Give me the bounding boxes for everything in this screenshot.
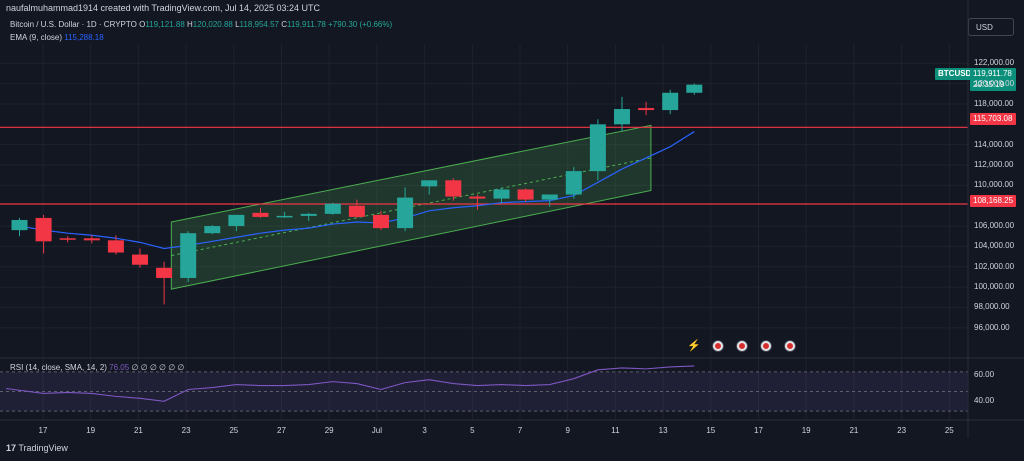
price-tick-label: 104,000.00	[974, 241, 1015, 251]
bar-countdown-tag: 20:35:19	[970, 79, 1016, 91]
time-tick-label: 11	[611, 426, 620, 435]
support-level-tag: 108,168.25	[970, 195, 1016, 207]
price-tick-label: 114,000.00	[974, 139, 1014, 149]
candle-body	[11, 219, 28, 231]
price-tick-label: 106,000.00	[974, 221, 1015, 231]
us-flag-event-icon[interactable]	[736, 340, 748, 352]
time-tick-label: 25	[944, 426, 954, 435]
candle-body	[397, 197, 414, 229]
rsi-level-60: 60.00	[974, 370, 995, 379]
candle-body	[228, 214, 245, 227]
price-tick-label: 96,000.00	[974, 322, 1010, 332]
symbol-price-tag: BTCUSD	[935, 68, 975, 80]
price-tick-label: 102,000.00	[974, 261, 1015, 271]
open-value: 119,121.88	[145, 20, 185, 29]
price-tick-label: 100,000.00	[974, 282, 1015, 292]
candle-body	[180, 233, 197, 278]
candle-body	[204, 226, 221, 234]
time-tick-label: 23	[181, 426, 191, 435]
symbol-title: Bitcoin / U.S. Dollar · 1D · CRYPTO	[10, 20, 137, 29]
resistance-level-tag: 115,703.08	[970, 113, 1016, 125]
tradingview-icon: 17	[6, 443, 17, 453]
price-tick-label: 122,000.00	[974, 58, 1015, 68]
time-tick-label: Jul	[371, 426, 383, 435]
author-line: naufalmuhammad1914 created with TradingV…	[6, 3, 321, 13]
candle-body	[276, 215, 293, 218]
candle-body	[59, 238, 76, 240]
time-tick-label: 19	[86, 426, 96, 435]
price-tick-label: 112,000.00	[974, 160, 1014, 170]
time-tick-label: 3	[422, 426, 427, 435]
time-tick-label: 17	[754, 426, 763, 435]
lightning-icon[interactable]: ⚡	[687, 340, 701, 352]
candle-body	[638, 108, 655, 111]
price-tick-label: 98,000.00	[974, 302, 1010, 312]
candle-body	[421, 180, 438, 187]
time-tick-label: 13	[658, 426, 668, 435]
candle-body	[300, 213, 317, 216]
candle-body	[589, 124, 606, 172]
rsi-value: 76.05	[109, 363, 130, 372]
candle-body	[35, 217, 52, 242]
high-value: 120,020.88	[192, 20, 233, 29]
candle-body	[662, 92, 679, 111]
time-tick-label: 19	[801, 426, 811, 435]
last-price-tag: 119,911.78	[970, 68, 1016, 80]
change-value: +790.30 (+0.66%)	[328, 20, 393, 29]
brand-name: TradingView	[18, 443, 68, 453]
time-tick-label: 9	[565, 426, 570, 435]
time-tick-label: 27	[277, 426, 286, 435]
us-flag-event-icon[interactable]	[784, 340, 796, 352]
time-tick-label: 21	[133, 426, 143, 435]
candle-body	[445, 180, 462, 197]
candle-body	[252, 212, 269, 217]
price-tick-label: 120,000.00	[974, 78, 1015, 88]
time-tick-label: 5	[470, 426, 475, 435]
candle-body	[614, 109, 630, 125]
ema-legend[interactable]: EMA (9, close) 115,288.18	[10, 33, 104, 42]
rsi-level-40: 40.00	[974, 396, 995, 405]
time-tick-label: 25	[229, 426, 239, 435]
close-value: 119,911.78	[287, 20, 326, 29]
ema-line	[19, 131, 695, 250]
us-flag-event-icon[interactable]	[712, 340, 724, 352]
low-value: 118,954.57	[239, 20, 279, 29]
candle-body	[541, 194, 558, 200]
us-flag-event-icon[interactable]	[760, 340, 772, 352]
candle-body	[469, 196, 486, 199]
rsi-legend[interactable]: RSI (14, close, SMA, 14, 2) 76.05 ∅ ∅ ∅ …	[10, 363, 184, 372]
price-tick-label: 110,000.00	[974, 180, 1014, 190]
candle-body	[373, 214, 389, 229]
time-tick-label: 21	[849, 426, 859, 435]
price-tick-label: 118,000.00	[974, 98, 1014, 108]
tradingview-logo[interactable]: 17 TradingView	[6, 443, 68, 453]
symbol-legend[interactable]: Bitcoin / U.S. Dollar · 1D · CRYPTO O119…	[10, 20, 393, 29]
candle-body	[348, 205, 365, 217]
ema-label: EMA (9, close)	[10, 33, 63, 42]
time-tick-label: 15	[706, 426, 716, 435]
candle-body	[132, 254, 148, 265]
candle-body	[565, 171, 582, 195]
ema-value: 115,288.18	[64, 33, 104, 42]
time-tick-label: 7	[517, 426, 523, 435]
candle-body	[493, 189, 510, 199]
candle-body	[517, 189, 534, 200]
time-tick-label: 23	[897, 426, 907, 435]
candle-body	[83, 238, 100, 241]
time-tick-label: 17	[38, 426, 48, 435]
candle-body	[107, 240, 124, 253]
rsi-label: RSI (14, close, SMA, 14, 2)	[10, 363, 107, 372]
rsi-placeholders: ∅ ∅ ∅ ∅ ∅ ∅	[131, 363, 185, 372]
candle-body	[156, 267, 173, 278]
time-tick-label: 29	[324, 426, 334, 435]
rsi-line	[5, 365, 695, 402]
candle-body	[686, 84, 703, 93]
candle-body	[324, 203, 341, 214]
